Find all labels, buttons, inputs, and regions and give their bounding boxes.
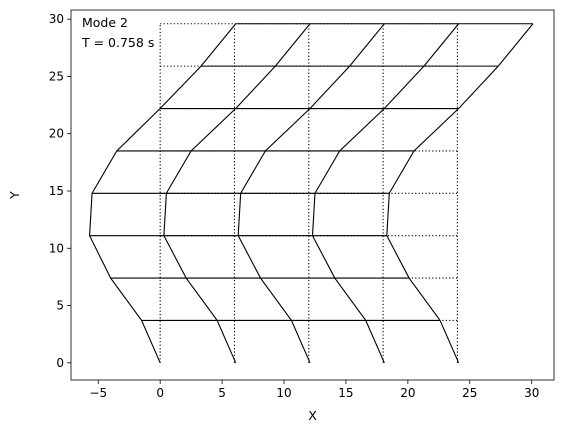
mode-label: Mode 2: [82, 15, 128, 30]
y-tick-label: 25: [49, 69, 64, 83]
period-label: T = 0.758 s: [81, 35, 154, 50]
y-tick-label: 20: [49, 127, 64, 141]
y-tick-label: 10: [49, 241, 64, 255]
x-tick-label: −5: [89, 386, 107, 400]
deformed-frame: [89, 23, 534, 364]
x-tick-label: 0: [156, 386, 164, 400]
x-tick-label: 10: [276, 386, 291, 400]
x-tick-label: 20: [400, 386, 415, 400]
y-tick-label: 15: [49, 184, 64, 198]
y-tick-label: 30: [49, 12, 64, 26]
y-tick-label: 0: [56, 356, 64, 370]
x-tick-label: 30: [524, 386, 539, 400]
undeformed-frame: [159, 23, 458, 363]
x-tick-label: 5: [218, 386, 226, 400]
x-tick-label: 15: [338, 386, 353, 400]
y-axis-label: Y: [7, 191, 22, 200]
x-axis-label: X: [308, 408, 317, 423]
y-tick-label: 5: [56, 299, 64, 313]
x-tick-label: 25: [462, 386, 477, 400]
axis-ticks: −5 0 5 10 15 20 25 30 0 5 10 15 20 25 30: [49, 12, 540, 400]
plot-area-frame: [70, 9, 555, 381]
